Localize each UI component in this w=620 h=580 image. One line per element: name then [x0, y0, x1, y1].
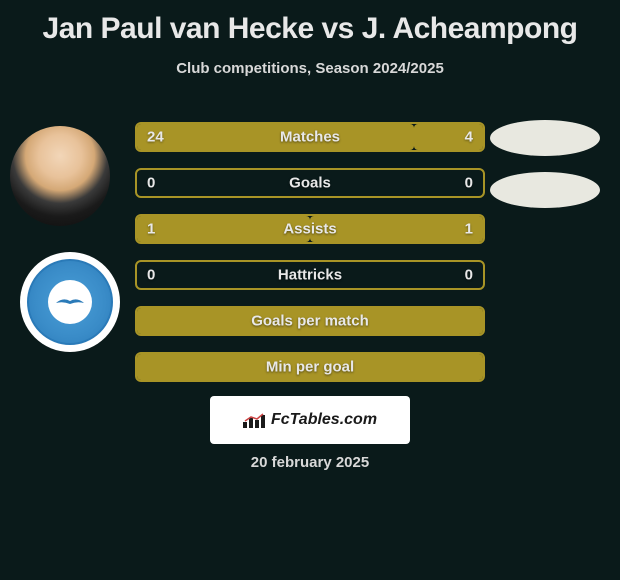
- subtitle: Club competitions, Season 2024/2025: [0, 60, 620, 77]
- fctables-badge[interactable]: FcTables.com: [210, 396, 410, 444]
- stat-row: 00Goals: [135, 168, 485, 198]
- player2-placeholder-oval: [490, 120, 600, 156]
- club-badge-center: [48, 280, 92, 324]
- stat-bars: 244Matches 00Goals 11Assists 00Hattricks Goa…: [135, 122, 485, 398]
- chart-icon: [243, 412, 265, 428]
- player1-club-badge: [20, 252, 120, 352]
- stat-row: 11Assists: [135, 214, 485, 244]
- stat-row: Goals per match: [135, 306, 485, 336]
- stat-row: 00Hattricks: [135, 260, 485, 290]
- stat-label: Min per goal: [137, 359, 483, 376]
- player2-placeholder-oval: [490, 172, 600, 208]
- fctables-text: FcTables.com: [271, 411, 377, 429]
- stat-label: Assists: [137, 221, 483, 238]
- stat-row: 244Matches: [135, 122, 485, 152]
- stat-label: Goals per match: [137, 313, 483, 330]
- footer-date: 20 february 2025: [0, 454, 620, 471]
- club-badge-ring: [27, 259, 113, 345]
- page-title: Jan Paul van Hecke vs J. Acheampong: [0, 12, 620, 46]
- comparison-card: Jan Paul van Hecke vs J. Acheampong Club…: [0, 0, 620, 580]
- stat-label: Hattricks: [137, 267, 483, 284]
- seagull-icon: [55, 295, 85, 309]
- stat-label: Goals: [137, 175, 483, 192]
- stat-row: Min per goal: [135, 352, 485, 382]
- stat-label: Matches: [137, 129, 483, 146]
- player1-photo: [10, 126, 110, 226]
